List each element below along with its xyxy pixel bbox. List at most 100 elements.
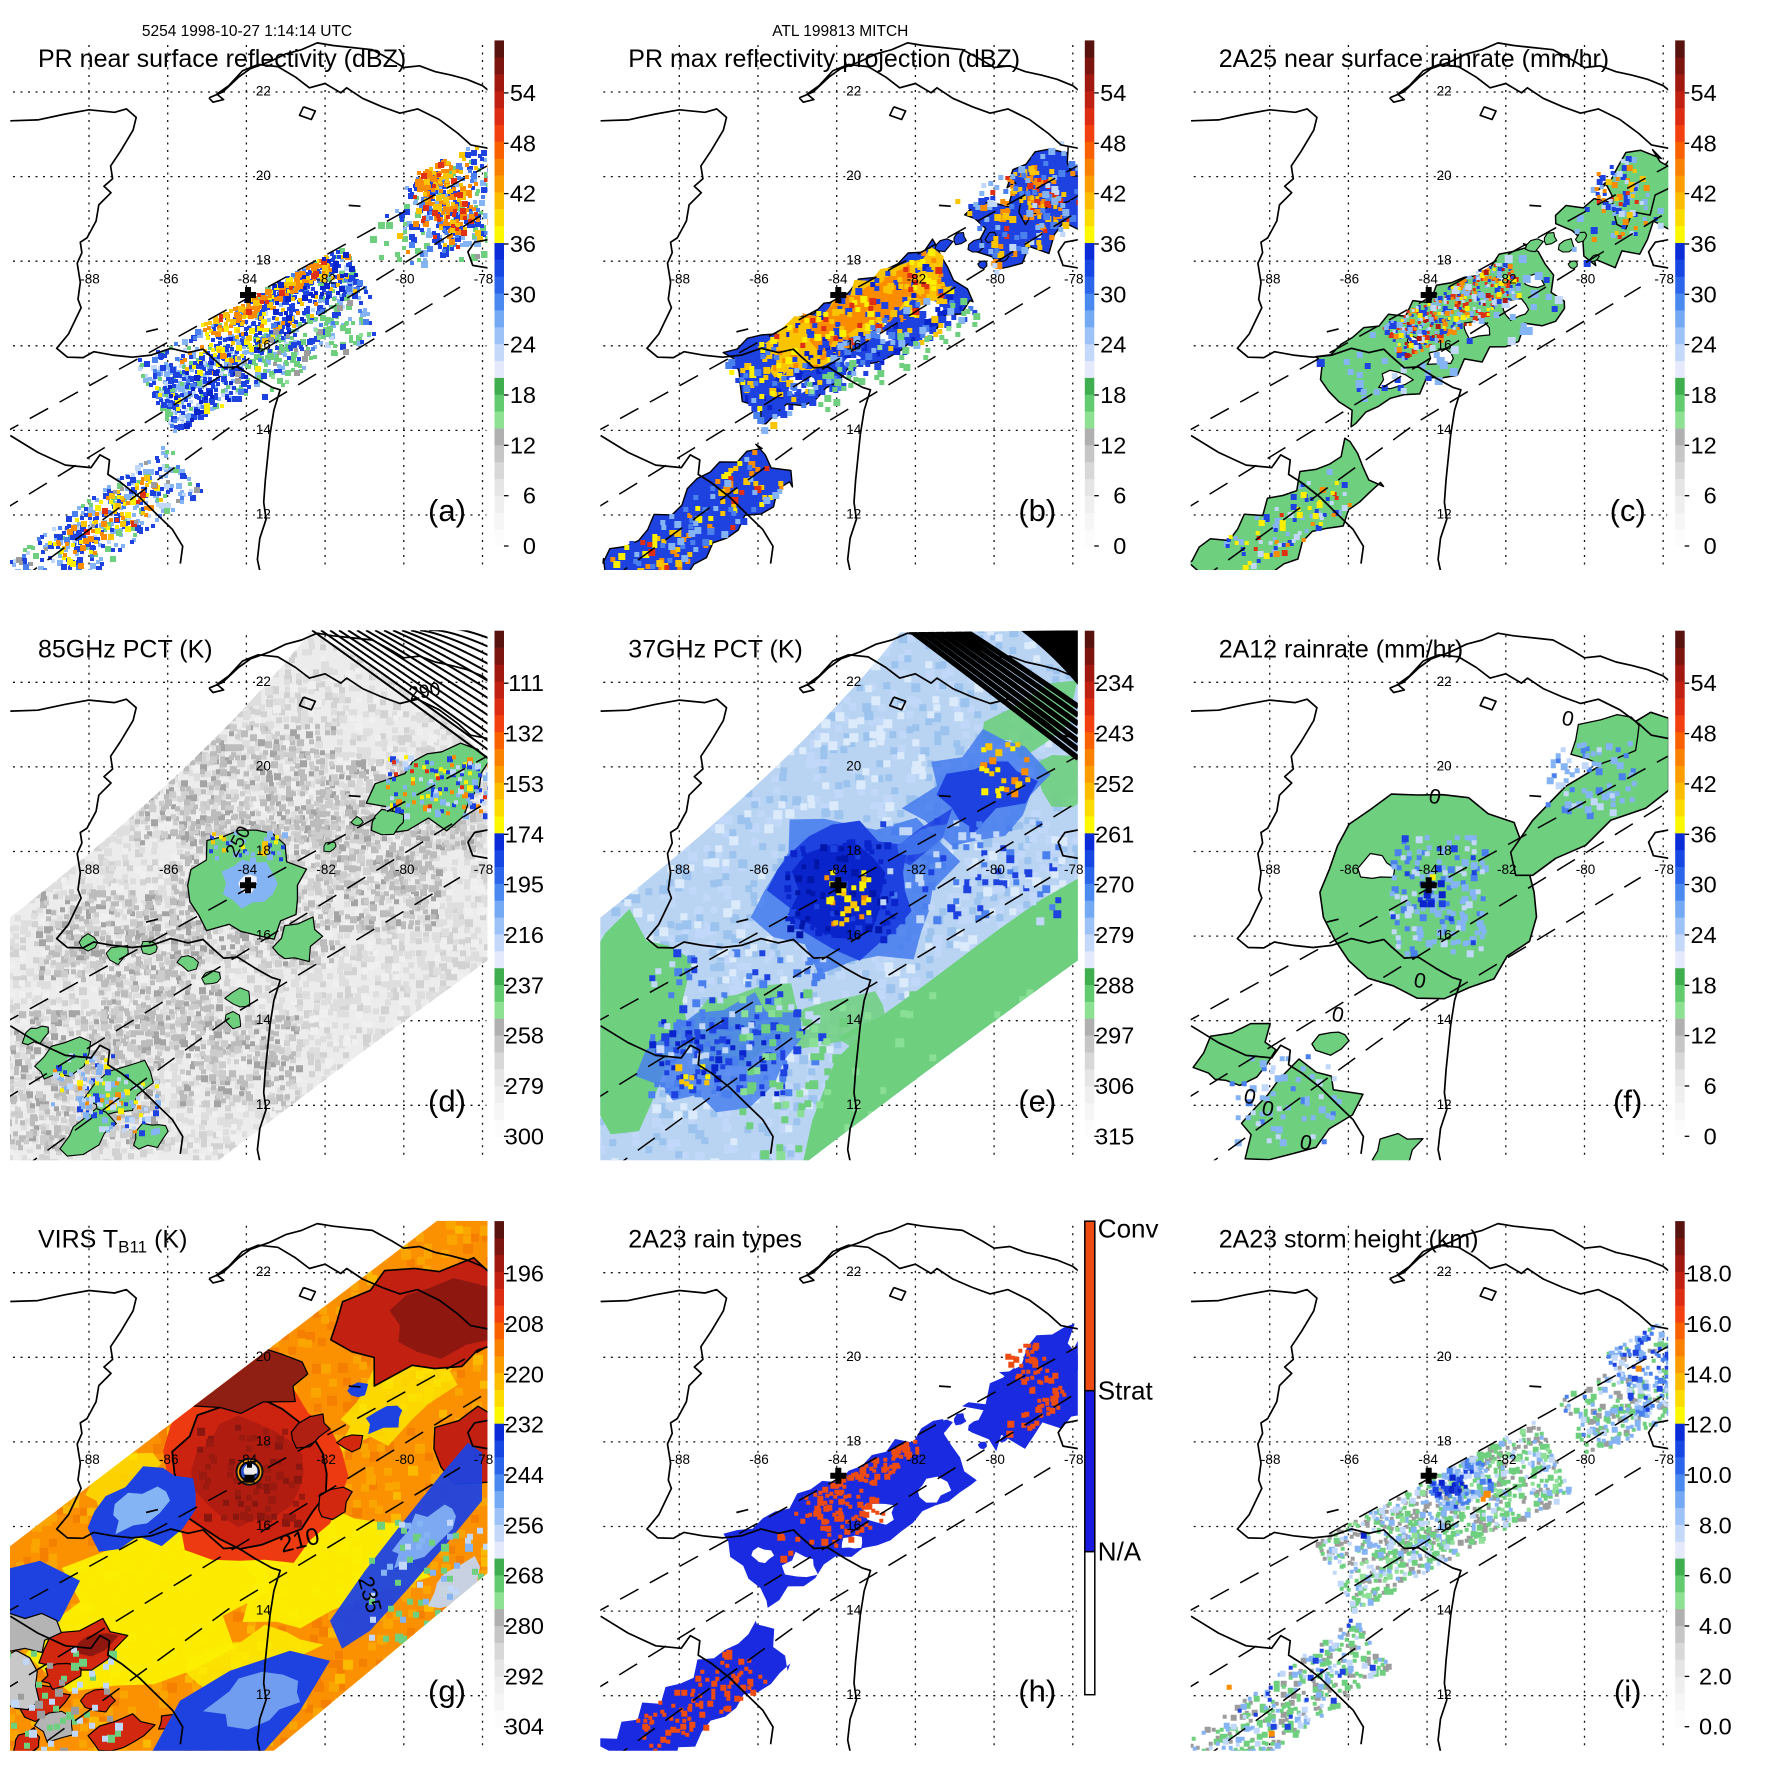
svg-text:85GHz PCT (K): 85GHz PCT (K) <box>38 635 213 663</box>
svg-text:292: 292 <box>505 1663 544 1689</box>
svg-text:37GHz PCT (K): 37GHz PCT (K) <box>628 635 803 663</box>
svg-text:Conv: Conv <box>1098 1214 1159 1244</box>
svg-text:0: 0 <box>1242 1085 1258 1110</box>
svg-text:(a): (a) <box>428 493 466 528</box>
svg-text:42: 42 <box>1691 771 1717 797</box>
svg-text:4.0: 4.0 <box>1699 1613 1732 1639</box>
svg-text:220: 220 <box>505 1361 544 1387</box>
svg-text:6: 6 <box>1704 1073 1717 1099</box>
svg-text:48: 48 <box>510 130 536 156</box>
svg-text:18: 18 <box>1691 382 1717 408</box>
svg-text:24: 24 <box>510 332 536 358</box>
svg-text:243: 243 <box>1095 721 1134 747</box>
svg-text:12: 12 <box>1100 432 1126 458</box>
svg-text:300: 300 <box>505 1123 544 1149</box>
svg-text:36: 36 <box>1100 231 1126 257</box>
svg-text:2A23 rain types: 2A23 rain types <box>628 1226 802 1254</box>
svg-text:268: 268 <box>505 1563 544 1589</box>
svg-text:195: 195 <box>505 872 544 898</box>
svg-text:306: 306 <box>1095 1073 1134 1099</box>
svg-text:(f): (f) <box>1613 1083 1642 1118</box>
svg-text:42: 42 <box>510 181 536 207</box>
svg-text:256: 256 <box>505 1512 544 1538</box>
svg-text:PR near surface reflectivity (: PR near surface reflectivity (dBZ) <box>38 45 406 73</box>
svg-text:42: 42 <box>1691 181 1717 207</box>
svg-text:0: 0 <box>1113 533 1126 559</box>
svg-text:132: 132 <box>505 721 544 747</box>
svg-text:(i): (i) <box>1614 1674 1642 1709</box>
svg-text:2A25 near surface rainrate (mm: 2A25 near surface rainrate (mm/hr) <box>1219 45 1609 73</box>
svg-text:24: 24 <box>1691 922 1717 948</box>
svg-text:0: 0 <box>1704 533 1717 559</box>
svg-text:(h): (h) <box>1018 1674 1056 1709</box>
svg-text:174: 174 <box>505 821 544 847</box>
svg-text:6.0: 6.0 <box>1699 1563 1732 1589</box>
svg-text:288: 288 <box>1095 972 1134 998</box>
svg-text:297: 297 <box>1095 1023 1134 1049</box>
svg-text:30: 30 <box>1691 872 1717 898</box>
svg-text:ATL 199813 MITCH: ATL 199813 MITCH <box>772 23 908 40</box>
svg-text:48: 48 <box>1691 130 1717 156</box>
svg-text:258: 258 <box>505 1023 544 1049</box>
svg-text:24: 24 <box>1100 332 1126 358</box>
svg-text:0: 0 <box>1412 969 1428 994</box>
svg-text:261: 261 <box>1095 821 1134 847</box>
svg-text:5254 1998-10-27 1:14:14 UTC: 5254 1998-10-27 1:14:14 UTC <box>142 23 352 40</box>
svg-text:30: 30 <box>1691 281 1717 307</box>
svg-text:12.0: 12.0 <box>1686 1412 1732 1438</box>
svg-text:30: 30 <box>1100 281 1126 307</box>
svg-text:12: 12 <box>510 432 536 458</box>
svg-text:279: 279 <box>505 1073 544 1099</box>
svg-text:304: 304 <box>505 1714 544 1740</box>
svg-text:0: 0 <box>1560 707 1576 732</box>
svg-text:280: 280 <box>505 1613 544 1639</box>
svg-text:48: 48 <box>1691 721 1717 747</box>
svg-text:36: 36 <box>510 231 536 257</box>
svg-text:(d): (d) <box>428 1083 466 1118</box>
svg-text:196: 196 <box>505 1261 544 1287</box>
svg-text:16.0: 16.0 <box>1686 1311 1732 1337</box>
svg-text:315: 315 <box>1095 1123 1134 1149</box>
svg-text:232: 232 <box>505 1412 544 1438</box>
svg-text:(c): (c) <box>1610 493 1646 528</box>
svg-text:12: 12 <box>1691 432 1717 458</box>
svg-text:237: 237 <box>505 972 544 998</box>
svg-text:48: 48 <box>1100 130 1126 156</box>
svg-text:8.0: 8.0 <box>1699 1512 1732 1538</box>
svg-text:234: 234 <box>1095 670 1134 696</box>
svg-text:153: 153 <box>505 771 544 797</box>
svg-text:2.0: 2.0 <box>1699 1663 1732 1689</box>
svg-text:6: 6 <box>1113 483 1126 509</box>
svg-text:54: 54 <box>1691 670 1717 696</box>
svg-text:270: 270 <box>1095 872 1134 898</box>
svg-text:244: 244 <box>505 1462 544 1488</box>
svg-text:0.0: 0.0 <box>1699 1714 1732 1740</box>
svg-text:216: 216 <box>505 922 544 948</box>
svg-text:PR max reflectivity projection: PR max reflectivity projection (dBZ) <box>628 45 1020 73</box>
svg-text:252: 252 <box>1095 771 1134 797</box>
svg-text:6: 6 <box>523 483 536 509</box>
svg-text:42: 42 <box>1100 181 1126 207</box>
svg-text:14.0: 14.0 <box>1686 1361 1732 1387</box>
svg-text:Strat: Strat <box>1098 1376 1154 1406</box>
svg-text:10.0: 10.0 <box>1686 1462 1732 1488</box>
svg-text:54: 54 <box>510 80 536 106</box>
svg-text:36: 36 <box>1691 821 1717 847</box>
svg-text:0: 0 <box>1704 1123 1717 1149</box>
svg-text:N/A: N/A <box>1098 1537 1142 1567</box>
svg-text:(g): (g) <box>428 1674 466 1709</box>
svg-text:18: 18 <box>1691 972 1717 998</box>
svg-text:24: 24 <box>1691 332 1717 358</box>
svg-text:0: 0 <box>1298 1131 1314 1156</box>
svg-text:2A23 storm height (km): 2A23 storm height (km) <box>1219 1226 1479 1254</box>
svg-text:30: 30 <box>510 281 536 307</box>
svg-text:54: 54 <box>1691 80 1717 106</box>
svg-text:0: 0 <box>523 533 536 559</box>
svg-text:208: 208 <box>505 1311 544 1337</box>
svg-text:2A12 rainrate (mm/hr): 2A12 rainrate (mm/hr) <box>1219 635 1464 663</box>
svg-text:(e): (e) <box>1018 1083 1056 1118</box>
svg-text:18: 18 <box>1100 382 1126 408</box>
svg-text:18: 18 <box>510 382 536 408</box>
svg-text:279: 279 <box>1095 922 1134 948</box>
svg-text:111: 111 <box>508 670 544 696</box>
